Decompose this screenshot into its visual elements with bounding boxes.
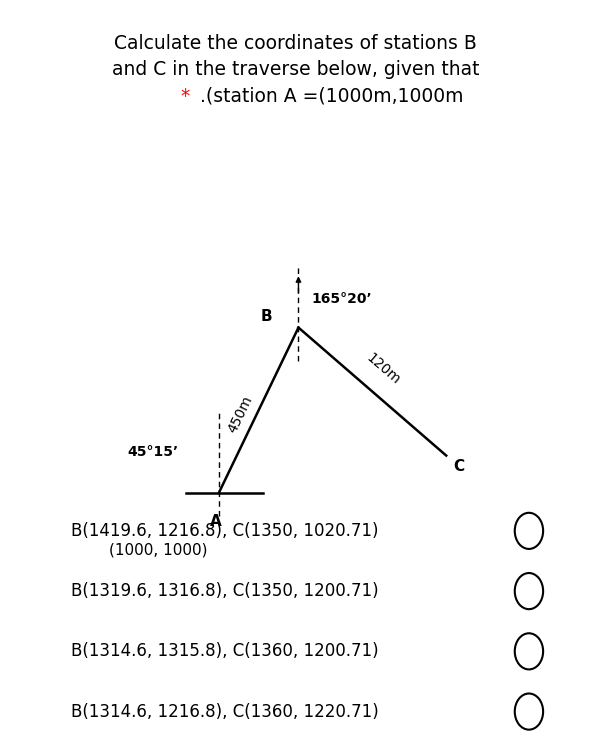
Text: 120m: 120m xyxy=(363,351,402,387)
Text: 165°20ʼ: 165°20ʼ xyxy=(311,292,372,306)
Text: Calculate the coordinates of stations B: Calculate the coordinates of stations B xyxy=(114,34,477,53)
Text: 450m: 450m xyxy=(226,393,256,435)
Text: *: * xyxy=(180,87,190,105)
Text: B: B xyxy=(260,309,272,324)
Text: 45°15ʼ: 45°15ʼ xyxy=(127,445,178,459)
Text: C: C xyxy=(453,459,465,474)
Text: B(1319.6, 1316.8), C(1350, 1200.71): B(1319.6, 1316.8), C(1350, 1200.71) xyxy=(71,582,379,600)
Text: B(1314.6, 1216.8), C(1360, 1220.71): B(1314.6, 1216.8), C(1360, 1220.71) xyxy=(71,703,379,721)
Text: B(1314.6, 1315.8), C(1360, 1200.71): B(1314.6, 1315.8), C(1360, 1200.71) xyxy=(71,642,379,660)
Text: B(1419.6, 1216.8), C(1350, 1020.71): B(1419.6, 1216.8), C(1350, 1020.71) xyxy=(71,522,378,540)
Text: .(station A =(1000m,1000m: .(station A =(1000m,1000m xyxy=(194,87,463,105)
Text: A: A xyxy=(210,514,222,529)
Text: and C in the traverse below, given that: and C in the traverse below, given that xyxy=(112,60,479,79)
Text: (1000, 1000): (1000, 1000) xyxy=(109,542,208,557)
